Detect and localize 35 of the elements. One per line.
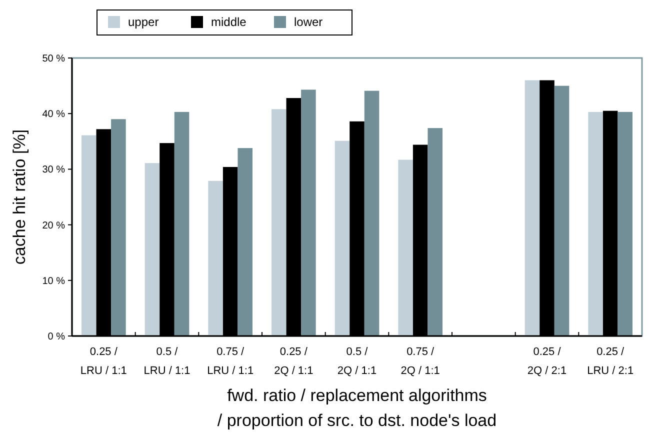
bar [208,180,223,336]
x-tick-label: 0.25 / 2Q / 2:1 [527,346,567,377]
y-tick-label: 50 % [42,54,66,64]
bar [82,135,96,336]
x-tick-label: 0.25 / LRU / 2:1 [587,346,634,377]
x-tick-label: 0.25 / 2Q / 1:1 [274,346,314,377]
legend-label: upper [128,15,159,29]
bar [111,119,126,336]
x-tick-label: 0.5 / LRU / 1:1 [144,346,190,377]
x-tick-label: 0.75 / 2Q / 1:1 [400,346,440,377]
bar [428,128,442,336]
x-tick-label: 0.5 / 2Q / 1:1 [337,346,377,377]
y-tick-label: 30 % [42,164,66,176]
y-axis-title: cache hit ratio [%] [10,129,29,265]
bar [524,80,540,336]
bar [174,112,190,336]
x-tick-label: 0.75 / LRU / 1:1 [207,346,254,377]
bar [588,112,603,336]
y-tick-label: 40 % [42,109,66,120]
x-tick-label: 0.25 / LRU / 1:1 [80,346,127,377]
bar [144,163,160,336]
bar [554,86,570,336]
bar [618,112,632,336]
y-tick-label: 10 % [42,276,66,287]
legend-label: middle [211,15,247,29]
y-tick-label: 0 % [48,332,66,342]
bar [301,90,316,336]
legend-label: lower [294,15,323,29]
bar [364,90,380,336]
bar [334,140,350,336]
bar [398,160,413,336]
y-tick-label: 20 % [42,220,66,232]
bar [272,109,286,336]
x-axis-title: fwd. ratio / replacement algorithms / proportion of src. to dst. node's load [217,386,497,430]
bar [238,148,252,336]
